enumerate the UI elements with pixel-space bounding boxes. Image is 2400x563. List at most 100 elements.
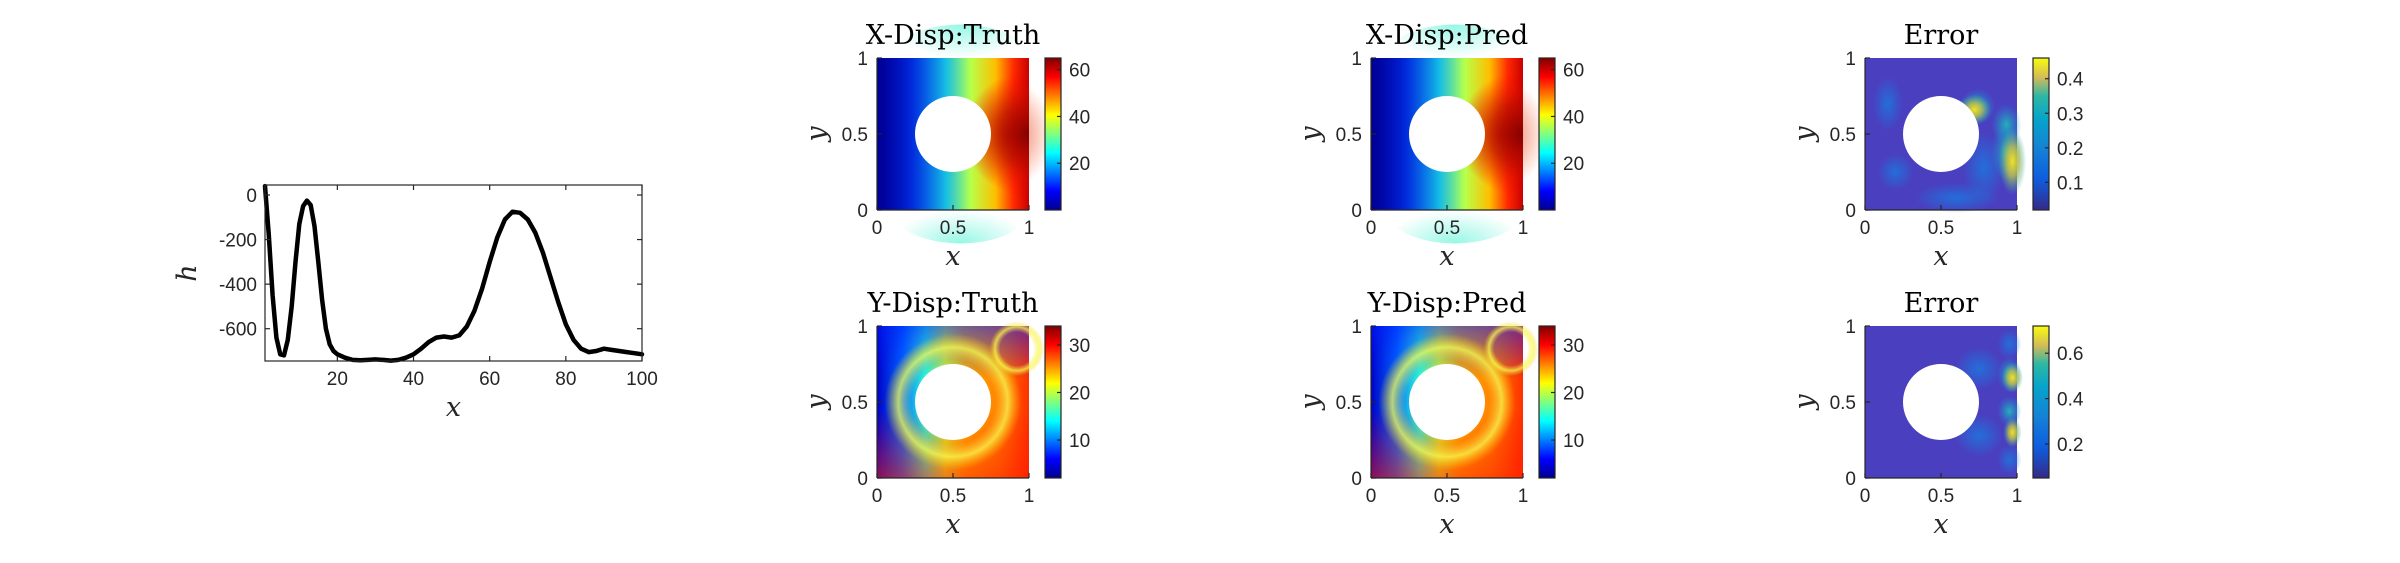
colorbar-tick-label: 20: [1069, 384, 1090, 405]
y-tick-label: 1: [1351, 317, 1362, 338]
y-tick-label: 1: [1845, 317, 1856, 338]
plate-hole: [1409, 364, 1485, 440]
field-hotspot: [1998, 127, 2027, 195]
y-tick-label: 0.5: [842, 393, 868, 414]
heatmap-panel-1: X-Disp:Truth 0 0.5 1 0 0.5 1 x y 20 40 60: [801, 20, 1090, 272]
x-tick-label: 60: [479, 369, 500, 390]
y-tick-label: 0: [1845, 469, 1856, 490]
heatmap-panel-3: Error 0 0.5 1 0 0.5 1 x y 0.1 0.2 0.3 0.4: [1789, 20, 2084, 272]
x-tick-label: 1: [1024, 486, 1035, 507]
y-tick-label: 0.5: [842, 125, 868, 146]
line-series-0: [262, 183, 645, 363]
colorbar-tick-label: 10: [1563, 431, 1584, 452]
y-axis-label: y: [801, 394, 832, 411]
x-tick-label: 40: [403, 369, 424, 390]
plate-hole: [1903, 364, 1979, 440]
x-axis-label: x: [446, 392, 461, 423]
y-tick-label: 1: [1351, 49, 1362, 70]
y-tick-label: 0.5: [1336, 125, 1362, 146]
colorbar: [1538, 57, 1556, 211]
colorbar-tick-label: 20: [1563, 384, 1584, 405]
panel-title: Y-Disp:Pred: [1367, 288, 1527, 319]
y-tick-label: 0.5: [1830, 125, 1856, 146]
y-tick-label: 0: [1351, 201, 1362, 222]
y-tick-label: 0: [857, 469, 868, 490]
heatmap-panel-6: Error 0 0.5 1 0 0.5 1 x y 0.2 0.4 0.6: [1789, 288, 2084, 540]
field-blob: [1997, 329, 2022, 360]
x-tick-label: 0: [1860, 218, 1871, 239]
colorbar-tick-label: 0.6: [2057, 344, 2083, 365]
x-tick-label: 0.5: [1928, 486, 1954, 507]
heatmap-panel-2: X-Disp:Pred 0 0.5 1 0 0.5 1 x y 20 40 60: [1295, 20, 1584, 272]
colorbar: [2032, 57, 2050, 211]
y-axis-label: y: [801, 126, 832, 143]
y-tick-label: 0: [1351, 469, 1362, 490]
y-tick-label: 0.5: [1830, 393, 1856, 414]
x-tick-label: 1: [1024, 218, 1035, 239]
y-axis-label: h: [172, 264, 203, 281]
y-tick-label: 0: [246, 186, 257, 207]
colorbar-tick-label: 0.4: [2057, 390, 2084, 411]
x-axis-label: x: [1933, 241, 1948, 272]
x-tick-label: 100: [626, 369, 658, 390]
x-axis-label: x: [945, 509, 960, 540]
plate-hole: [915, 96, 991, 172]
colorbar-tick-label: 0.1: [2057, 173, 2083, 194]
colorbar: [1044, 325, 1062, 479]
y-axis-label: y: [1789, 394, 1820, 411]
field-blob: [1997, 444, 2022, 475]
colorbar: [1538, 325, 1556, 479]
x-axis-label: x: [1439, 241, 1454, 272]
x-tick-label: 0.5: [1434, 486, 1460, 507]
x-tick-label: 0: [1366, 486, 1377, 507]
colorbar-tick-label: 0.2: [2057, 139, 2083, 160]
colorbar-tick-label: 10: [1069, 431, 1090, 452]
plate-hole: [915, 364, 991, 440]
colorbar-tick-label: 20: [1069, 154, 1090, 175]
field-blob: [1872, 76, 1904, 131]
y-axis-label: y: [1789, 126, 1820, 143]
x-tick-label: 1: [1518, 486, 1529, 507]
panel-title: Error: [1904, 288, 1979, 319]
colorbar-tick-label: 30: [1563, 336, 1584, 357]
x-tick-label: 0.5: [940, 486, 966, 507]
y-tick-label: 1: [1845, 49, 1856, 70]
colorbar-tick-label: 60: [1563, 61, 1584, 82]
colorbar-tick-label: 60: [1069, 61, 1090, 82]
y-tick-label: 0: [857, 201, 868, 222]
colorbar-tick-label: 0.4: [2057, 70, 2084, 91]
panel-title: Y-Disp:Truth: [866, 288, 1038, 319]
x-tick-label: 0: [1366, 218, 1377, 239]
panel-title: X-Disp:Pred: [1366, 20, 1528, 51]
colorbar: [2032, 325, 2050, 479]
y-tick-label: 0.5: [1336, 393, 1362, 414]
colorbar-tick-label: 40: [1563, 107, 1584, 128]
y-tick-label: 1: [857, 49, 868, 70]
x-tick-label: 80: [555, 369, 576, 390]
panel-title: Error: [1904, 20, 1979, 51]
x-tick-label: 0.5: [1434, 218, 1460, 239]
x-tick-label: 1: [2012, 218, 2023, 239]
x-axis-label: x: [1439, 509, 1454, 540]
colorbar-tick-label: 0.2: [2057, 435, 2083, 456]
panel-title: X-Disp:Truth: [866, 20, 1040, 51]
y-tick-label: 1: [857, 317, 868, 338]
colorbar-tick-label: 40: [1069, 107, 1090, 128]
field-upper-arc: [986, 318, 1048, 380]
x-tick-label: 0.5: [1928, 218, 1954, 239]
colorbar-tick-label: 0.3: [2057, 104, 2083, 125]
x-axis-label: x: [945, 241, 960, 272]
field-hotspot: [2001, 362, 2024, 393]
field-upper-arc: [1480, 318, 1542, 380]
colorbar: [1044, 57, 1062, 211]
x-tick-label: 20: [327, 369, 348, 390]
plate-hole: [1903, 96, 1979, 172]
x-tick-label: 0: [872, 486, 883, 507]
y-tick-label: -400: [219, 275, 257, 296]
x-tick-label: 1: [1518, 218, 1529, 239]
line-plot-frame: [264, 184, 643, 362]
x-tick-label: 0: [872, 218, 883, 239]
x-axis-label: x: [1933, 509, 1948, 540]
